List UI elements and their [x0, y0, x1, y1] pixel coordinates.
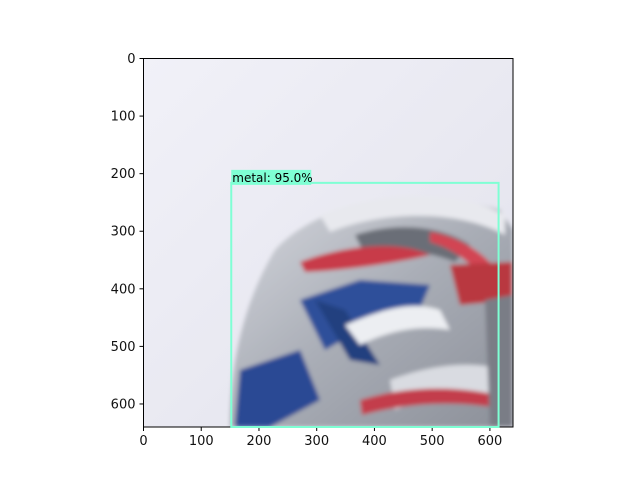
- photo: [143, 58, 513, 427]
- y-tick-label: 200: [111, 167, 136, 182]
- x-axis: 0 100 200 300 400 500 600: [139, 427, 502, 449]
- detections: metal: 95.0%: [230, 169, 500, 428]
- x-tick-label: 400: [362, 434, 387, 449]
- x-tick-label: 200: [247, 434, 272, 449]
- detection-box: [230, 181, 500, 428]
- x-tick-label: 300: [304, 434, 329, 449]
- y-tick-label: 100: [111, 110, 136, 125]
- y-tick-label: 400: [111, 282, 136, 297]
- y-tick-label: 300: [111, 225, 136, 240]
- x-tick-label: 500: [420, 434, 445, 449]
- x-tick-label: 100: [189, 434, 214, 449]
- y-tick-label: 600: [111, 397, 136, 412]
- detection-label: metal: 95.0%: [232, 171, 312, 185]
- y-tick-label: 0: [127, 52, 135, 67]
- x-tick-label: 0: [139, 434, 147, 449]
- detection-label-bg: [231, 169, 312, 185]
- x-tick-label: 600: [477, 434, 502, 449]
- y-tick-label: 500: [111, 340, 136, 355]
- y-axis: 0 100 200 300 400 500 600: [111, 52, 144, 412]
